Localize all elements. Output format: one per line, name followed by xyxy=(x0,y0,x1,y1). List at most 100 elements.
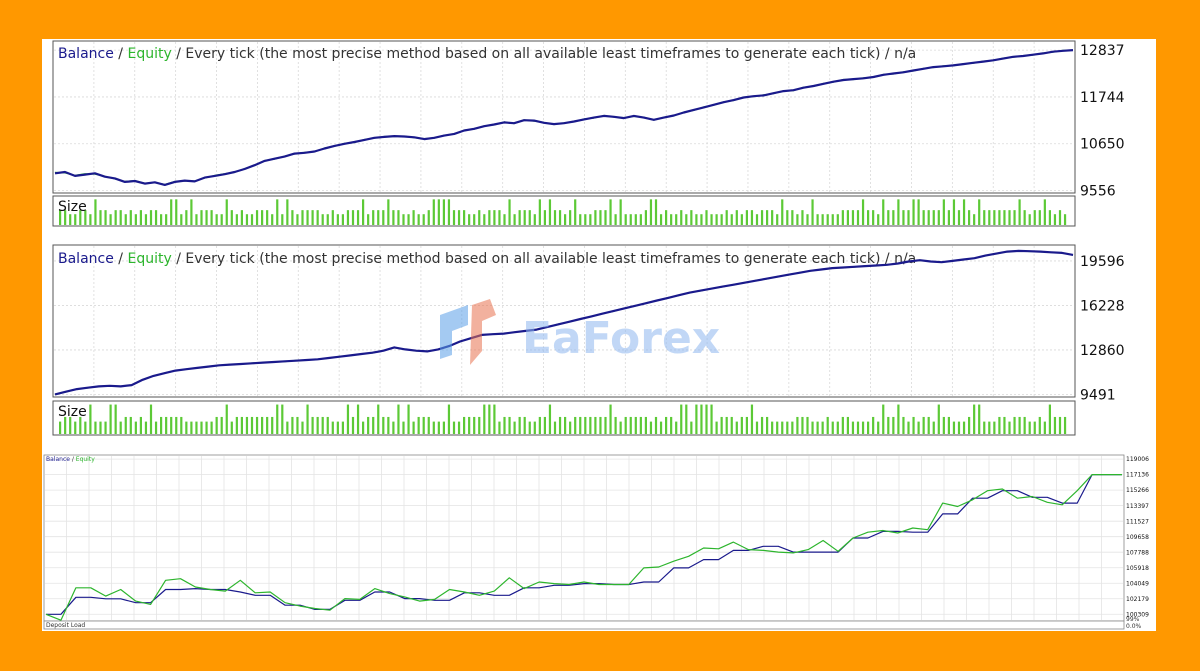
chart-2-volume-bar xyxy=(1043,421,1046,434)
chart-2-volume-bar xyxy=(114,404,117,434)
chart-1-volume-bar xyxy=(533,214,536,225)
chart-2-volume-bar xyxy=(498,421,501,434)
chart-2-volume-bar xyxy=(144,421,148,434)
chart-1-volume-bar xyxy=(457,210,461,225)
chart-1-volume-bar xyxy=(1008,210,1011,225)
chart-2-volume-bar xyxy=(998,416,1001,434)
chart-2-volume-bar xyxy=(548,404,552,434)
chart-2-volume-bar xyxy=(1028,421,1031,434)
chart-2-volume-bar xyxy=(195,421,198,434)
chart-2: Balance / Equity / Every tick (the most … xyxy=(52,244,1125,436)
chart-2-volume-bar xyxy=(841,416,844,434)
chart-2-volume-bar xyxy=(473,416,476,434)
chart-2-volume-bar xyxy=(447,404,451,434)
chart-2-volume-bar xyxy=(1053,416,1057,434)
chart-2-volume-bar xyxy=(351,416,355,434)
chart-1-volume-bar xyxy=(321,214,324,225)
chart-1-volume-bar xyxy=(957,210,961,225)
chart-2-volume-bar xyxy=(518,416,521,434)
chart-2-volume-bar xyxy=(680,404,683,434)
chart-1-volume-bar xyxy=(548,199,552,225)
chart-1-volume-bar xyxy=(235,214,238,225)
chart-2-volume-bar xyxy=(331,421,334,434)
chart-2-volume-bar xyxy=(806,416,809,434)
chart-2-volume-bar xyxy=(119,421,122,434)
chart-1-volume-bar xyxy=(917,199,920,225)
chart-1-volume-bar xyxy=(190,199,193,225)
chart-1-volume-bar xyxy=(508,199,511,225)
chart-1-series-balance xyxy=(54,49,1074,186)
chart-1-volume-bar xyxy=(1023,210,1026,225)
chart-1-volume-bar xyxy=(276,199,279,225)
chart-1-volume-bar xyxy=(316,210,319,225)
chart-1-volume-bar xyxy=(882,199,885,225)
chart-2-volume-bar xyxy=(306,404,309,434)
chart-1-volume-bar xyxy=(922,210,925,225)
chart-2-volume-bar xyxy=(599,416,602,434)
chart-1-volume-bar xyxy=(816,214,819,225)
chart-1-volume-bar xyxy=(79,210,82,225)
chart-2-volume-bar xyxy=(220,416,223,434)
chart-1-volume-bar xyxy=(346,210,350,225)
chart-3-ytick-2: 115266 xyxy=(1126,487,1149,494)
chart-3-series-balance xyxy=(46,474,1122,615)
chart-3-title: Balance / Equity xyxy=(46,456,95,463)
chart-2-volume-bar xyxy=(190,421,193,434)
chart-2-volume-bar xyxy=(872,416,875,434)
chart-1-volume-bar xyxy=(1018,199,1021,225)
chart-1-title-balance: Balance xyxy=(58,46,114,62)
chart-2-volume-bar xyxy=(321,416,324,434)
chart-2-volume-bar xyxy=(523,416,526,434)
chart-2-volume-bar xyxy=(988,421,991,434)
chart-2-volume-bar xyxy=(261,416,264,434)
chart-1-volume-bar xyxy=(705,210,708,225)
chart-2-volume-bar xyxy=(745,416,748,434)
chart-1-volume-bar xyxy=(109,214,112,225)
chart-2-volume-bar xyxy=(897,404,900,434)
chart-1-title-equity: Equity xyxy=(127,46,171,62)
chart-2-volume-bar xyxy=(892,416,895,434)
chart-2-volume-bar xyxy=(993,421,996,434)
chart-2-volume-bar xyxy=(604,416,607,434)
chart-1-title-rest: / Every tick (the most precise method ba… xyxy=(172,46,917,62)
chart-1-volume-bar xyxy=(755,214,759,225)
chart-2-volume-bar xyxy=(528,421,531,434)
chart-1-frame xyxy=(52,40,1076,194)
chart-1-volume-bar xyxy=(786,210,789,225)
chart-2-volume-bar xyxy=(235,416,238,434)
chart-2-volume-bar xyxy=(149,404,153,434)
chart-2-volume-bar xyxy=(882,404,885,434)
chart-2-volume-bar xyxy=(730,416,733,434)
chart-1-volume-bar xyxy=(387,199,390,225)
chart-1-volume-bar xyxy=(432,199,435,225)
chart-2-volume-bar xyxy=(700,404,703,434)
chart-1-volume-bar xyxy=(513,214,516,225)
chart-2-volume-bar xyxy=(705,404,708,434)
chart-1-volume-bar xyxy=(129,210,132,225)
chart-1-volume-bar xyxy=(589,214,592,225)
chart-2-volume-bar xyxy=(89,404,92,434)
chart-1-volume-bar xyxy=(437,199,440,225)
chart-1-volume-bar xyxy=(291,210,294,225)
chart-2-volume-bar xyxy=(129,416,132,434)
chart-2-volume-bar xyxy=(619,421,622,434)
chart-1-volume-bar xyxy=(1038,210,1041,225)
chart-1-volume-bar xyxy=(84,210,87,225)
chart-2-volume-bar xyxy=(740,416,743,434)
chart-2-volume-bar xyxy=(589,416,592,434)
chart-1-volume-bar xyxy=(791,210,794,225)
chart-1-volume-bar xyxy=(452,210,456,225)
chart-2-volume-bar xyxy=(811,421,814,434)
chart-1-volume-bar xyxy=(402,214,405,225)
chart-3-footer-frame xyxy=(43,620,1125,630)
chart-1-volume-bar xyxy=(427,210,430,225)
chart-1-title: Balance / Equity / Every tick (the most … xyxy=(58,46,916,62)
chart-2-volume-bar xyxy=(1023,416,1026,434)
chart-1-volume-bar xyxy=(200,210,203,225)
chart-2-volume-bar xyxy=(629,416,632,434)
charts-canvas: Balance / Equity / Every tick (the most … xyxy=(43,40,1149,630)
chart-1-volume-bar xyxy=(493,210,496,225)
chart-3-ytick-4: 111527 xyxy=(1126,518,1149,525)
chart-3-footer-label: Deposit Load xyxy=(46,622,85,629)
chart-2-ytick-0: 19596 xyxy=(1080,254,1125,270)
